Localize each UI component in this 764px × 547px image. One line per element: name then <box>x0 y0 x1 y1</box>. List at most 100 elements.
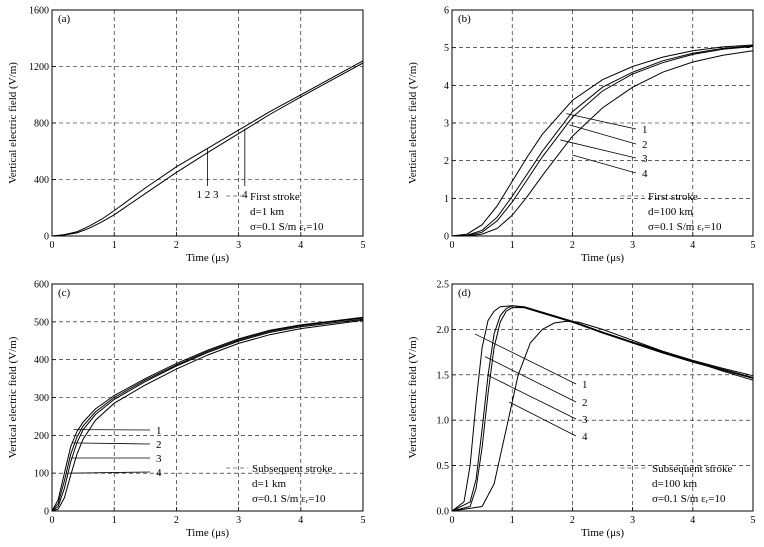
series-line-3 <box>51 318 364 512</box>
series-line-2 <box>451 305 754 512</box>
series-line-3 <box>451 46 754 237</box>
y-tick-label: 0.0 <box>437 507 450 518</box>
y-tick-label: 5 <box>444 43 449 54</box>
curve-label: 4 <box>582 431 588 443</box>
curve-label-leader <box>569 124 637 145</box>
x-tick-label: 3 <box>236 515 241 526</box>
x-tick-label: 4 <box>690 240 695 251</box>
annotation-line: σ=0.1 S/m εᵣ=10 <box>652 493 726 505</box>
annotation-line: First stroke <box>250 191 300 203</box>
y-tick-label: 2 <box>444 156 449 167</box>
x-tick-label: 1 <box>510 515 515 526</box>
curve-label: 1 2 3 <box>197 189 220 201</box>
y-tick-label: 100 <box>34 469 49 480</box>
y-tick-label: 0.5 <box>437 461 450 472</box>
series-line-4 <box>452 50 754 237</box>
y-axis-title: Vertical electric field (V/m) <box>7 62 19 184</box>
y-tick-label: 600 <box>34 280 49 291</box>
y-tick-label: 4 <box>444 81 449 92</box>
y-tick-label: 0 <box>44 232 49 243</box>
y-tick-label: 6 <box>444 6 449 17</box>
x-tick-label: 0 <box>50 240 55 251</box>
annotation-line: d=1 km <box>250 206 284 218</box>
series-line-4 <box>451 320 754 512</box>
curve-label-leader <box>509 401 577 437</box>
curve-label: 4 <box>156 467 162 479</box>
curve-label: 3 <box>156 453 162 465</box>
y-tick-label: 2.5 <box>437 280 450 291</box>
curve-label: 1 <box>156 425 162 437</box>
curve-label: 1 <box>582 379 588 391</box>
x-axis-title: Time (μs) <box>581 252 624 264</box>
panel-a: 0 1 2 3 4 5 0 400 800 1200 1600 Time (μs) Vertical e… <box>7 6 366 265</box>
y-axis-title: Vertical electric field (V/m) <box>7 336 19 458</box>
series-line-3 <box>451 307 754 512</box>
curve-label: 4 <box>642 168 648 180</box>
panel-c: 0 1 2 3 4 5 0 100 200 300 400 500 600 Time (μs) Vertic… <box>7 280 366 540</box>
x-tick-label: 0 <box>50 515 55 526</box>
series-line-2 <box>51 317 364 512</box>
curve-label-leader <box>560 139 637 159</box>
x-axis-title: Time (μs) <box>581 527 624 539</box>
panel-b: 0 1 2 3 4 5 0 1 2 3 4 5 6 Time (μs) Vertical electric … <box>407 6 756 265</box>
curve-label: 3 <box>642 153 648 165</box>
y-axis-title: Vertical electric field (V/m) <box>407 62 419 184</box>
annotation-line: Subsequent stroke <box>652 463 732 475</box>
y-tick-label: 0 <box>444 232 449 243</box>
y-tick-label: 400 <box>34 355 49 366</box>
x-tick-label: 2 <box>174 240 179 251</box>
panel-label: (d) <box>458 287 471 299</box>
annotation-line: d=100 km <box>648 206 693 218</box>
series-line-4 <box>51 319 364 512</box>
curve-label: 1 <box>642 124 648 136</box>
x-tick-label: 1 <box>510 240 515 251</box>
x-axis-title: Time (μs) <box>186 527 229 539</box>
curve-label: 4 <box>242 189 248 201</box>
y-tick-label: 1200 <box>29 62 49 73</box>
x-tick-label: 5 <box>361 515 366 526</box>
x-tick-label: 5 <box>751 240 756 251</box>
plot-frame <box>451 283 754 512</box>
x-tick-label: 4 <box>690 515 695 526</box>
curve-label-leader <box>572 154 637 174</box>
annotation-line: d=1 km <box>252 478 286 490</box>
x-axis-title: Time (μs) <box>186 252 229 264</box>
y-tick-label: 2.0 <box>437 325 450 336</box>
series-line-2 <box>451 45 754 237</box>
x-tick-label: 0 <box>450 515 455 526</box>
y-tick-label: 1.0 <box>437 416 450 427</box>
x-tick-label: 2 <box>174 515 179 526</box>
panel-label: (b) <box>458 13 471 25</box>
series-line-1 <box>451 44 754 237</box>
y-tick-label: 800 <box>34 119 49 130</box>
x-tick-label: 3 <box>630 515 635 526</box>
y-tick-label: 200 <box>34 431 49 442</box>
curve-label-leader <box>566 113 637 130</box>
x-tick-label: 1 <box>112 515 117 526</box>
y-tick-label: 1 <box>444 194 449 205</box>
y-tick-label: 500 <box>34 317 49 328</box>
panel-d: 0 1 2 3 4 5 0.0 0.5 1.0 1.5 2.0 2.5 Time (μs) Vertica… <box>407 280 756 540</box>
curve-label: 3 <box>582 414 588 426</box>
curve-label: 2 <box>642 139 648 151</box>
y-tick-label: 0 <box>44 507 49 518</box>
x-tick-label: 4 <box>298 240 303 251</box>
curve-label-leader <box>71 442 151 445</box>
y-axis-title: Vertical electric field (V/m) <box>407 336 419 458</box>
y-tick-label: 1600 <box>29 6 49 17</box>
x-tick-label: 5 <box>751 515 756 526</box>
curve-label-leader <box>486 374 577 420</box>
annotation-line: σ=0.1 S/m εᵣ=10 <box>648 221 722 233</box>
annotation-line: Subsequent stroke <box>252 463 332 475</box>
series-line-1 <box>51 316 364 512</box>
x-tick-label: 2 <box>570 240 575 251</box>
y-tick-label: 3 <box>444 119 449 130</box>
annotation-line: σ=0.1 S/m εᵣ=10 <box>252 493 326 505</box>
y-tick-label: 1.5 <box>437 370 450 381</box>
y-tick-label: 400 <box>34 175 49 186</box>
curve-label: 2 <box>582 397 588 409</box>
x-tick-label: 3 <box>630 240 635 251</box>
curve-label: 2 <box>156 439 162 451</box>
curve-label-leader <box>69 471 151 474</box>
